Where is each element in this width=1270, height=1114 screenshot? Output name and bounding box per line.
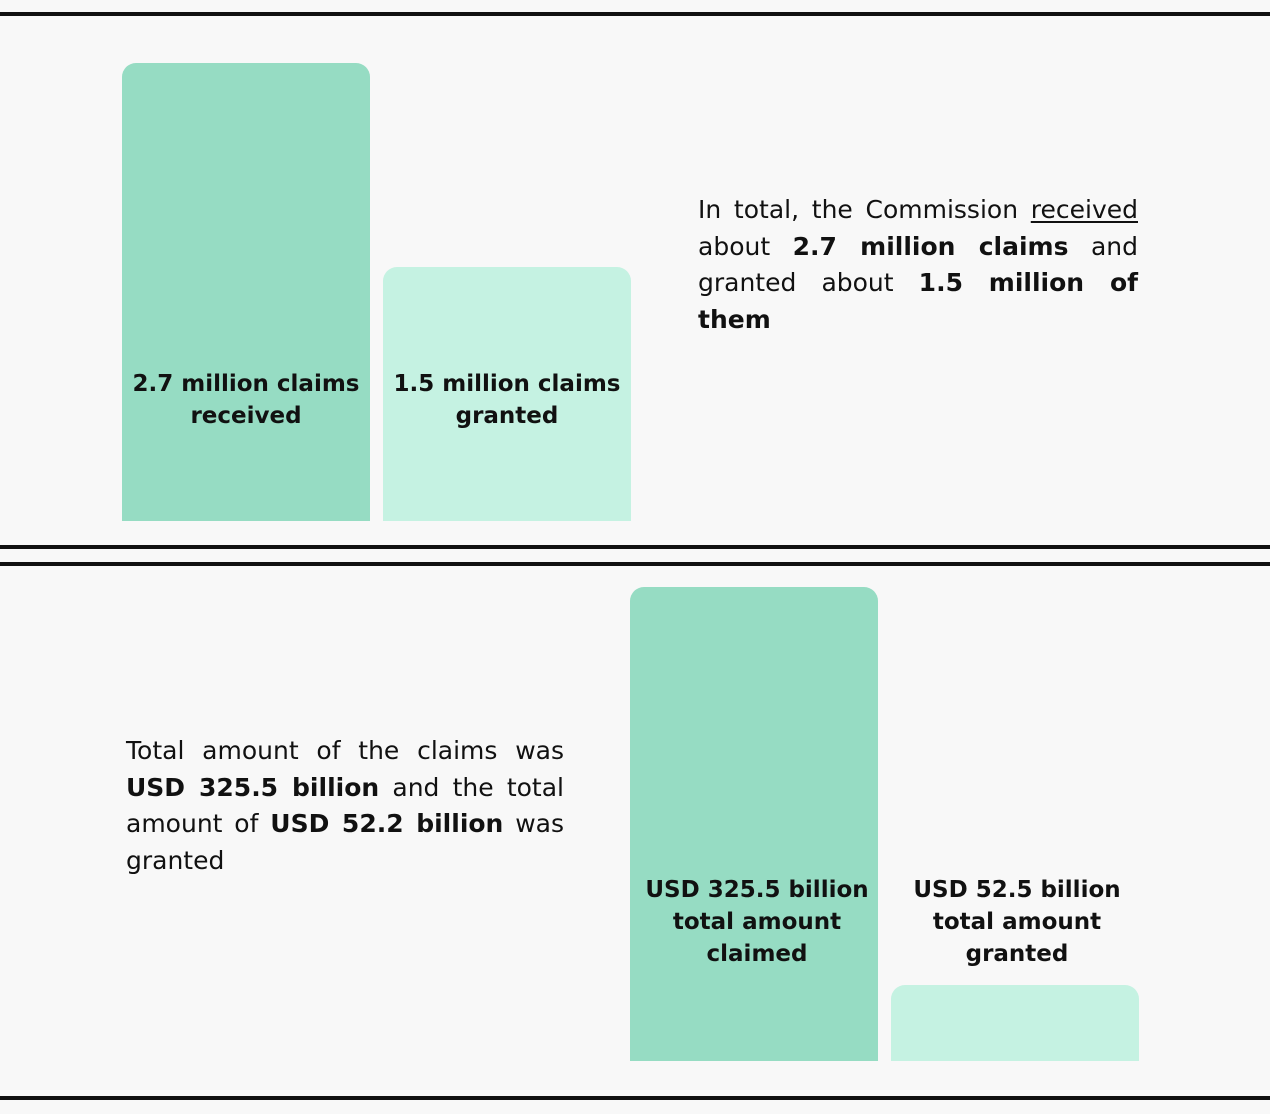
label-line: total amount — [672, 909, 842, 935]
text-run-bold: USD 325.5 billion — [126, 772, 380, 802]
divider-rule-lower — [0, 562, 1270, 566]
label-line: total amount — [932, 909, 1102, 935]
text-run: Total amount of the claims was — [126, 736, 564, 765]
label-line: received — [190, 403, 302, 429]
text-run: In total, the Commission — [698, 195, 1031, 224]
label-line: granted — [965, 941, 1069, 967]
text-run: and granted about — [698, 231, 1138, 298]
text-run: and the total amount of — [126, 772, 564, 839]
label-line: 1.5 million claims — [393, 371, 621, 397]
bar-amount-granted — [891, 985, 1139, 1061]
text-run-bold: 1.5 million of them — [698, 268, 1138, 334]
text-run: about — [698, 231, 793, 261]
text-run: was granted — [126, 809, 564, 875]
label-line: granted — [455, 403, 559, 429]
label-line: 2.7 million claims — [132, 371, 360, 397]
text-run-bold: USD 52.2 billion — [270, 809, 504, 838]
divider-rule-upper — [0, 545, 1270, 549]
label-line: USD 325.5 billion — [645, 877, 869, 903]
bar-label-claims-granted: 1.5 million claims granted — [383, 368, 631, 432]
bar-label-amount-granted: USD 52.5 billion total amount granted — [891, 874, 1143, 970]
label-line: claimed — [706, 941, 808, 967]
bottom-rule — [0, 1096, 1270, 1100]
text-run-underlined: received — [1030, 195, 1138, 224]
bar-label-amount-claimed: USD 325.5 billion total amount claimed — [630, 874, 884, 970]
bar-amount-claimed — [630, 587, 878, 1061]
top-rule — [0, 12, 1270, 16]
bar-label-claims-received: 2.7 million claims received — [122, 368, 370, 432]
label-line: USD 52.5 billion — [913, 877, 1121, 903]
amount-summary-text: Total amount of the claims was USD 325.5… — [126, 733, 564, 879]
claims-summary-text: In total, the Commission received about … — [698, 192, 1138, 338]
bar-claims-received — [122, 63, 370, 521]
bar-claims-granted — [383, 267, 631, 521]
text-run-bold: 2.7 million claims — [792, 231, 1069, 261]
